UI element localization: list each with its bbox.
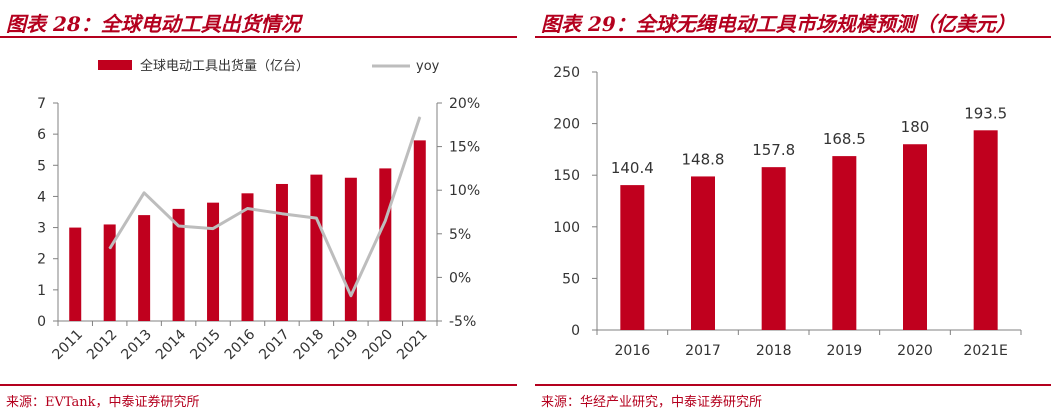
yoy-point [178, 225, 180, 227]
shipment-bar [207, 202, 220, 321]
market-size-bar [761, 167, 786, 330]
yoy-point [247, 208, 248, 210]
figure-29-source: 来源：华经产业研究，中泰证券研究所 [541, 395, 763, 410]
x-tick-label: 2019 [827, 343, 863, 359]
figure-29-panel: 图表 29：全球无绳电动工具市场规模预测（亿美元） 0 50 100 150 200 25… [535, 0, 1051, 414]
market-size-bar [903, 144, 927, 330]
shipment-bar [241, 193, 254, 321]
right-y-tick-label: 20% [449, 96, 480, 112]
shipment-bar [103, 224, 116, 321]
figure-29-header: 图表 29：全球无绳电动工具市场规模预测（亿美元） [535, 6, 1051, 38]
x-tick-label: 2011 [50, 327, 87, 364]
bar-value-label: 180 [901, 118, 930, 136]
x-tick-label: 2014 [153, 326, 190, 363]
yoy-point [384, 220, 386, 222]
yoy-point [315, 217, 317, 219]
x-tick-label: 2015 [187, 327, 224, 364]
shipments-chart: 全球电动工具出货量（亿台） yoy 0 1 2 3 4 5 6 7 -5% 0% 5% 10% 15% 20%… [37, 58, 480, 364]
shipment-bar [310, 174, 323, 321]
legend-line-label: yoy [416, 59, 440, 74]
left-y-tick-label: 5 [37, 158, 46, 174]
shipment-bar [172, 208, 185, 321]
y-tick-label: 150 [553, 168, 580, 184]
left-y-tick-label: 6 [37, 127, 46, 143]
cordless-market-chart: 0 50 100 150 200 250 2016 2017 2018 2019 2020 2021E… [553, 65, 1022, 359]
x-tick-label: 2021 [394, 327, 431, 364]
x-tick-label: 2020 [360, 327, 397, 364]
shipment-bar [138, 215, 151, 321]
legend-bar-swatch [98, 60, 132, 70]
shipment-bar [379, 168, 392, 321]
x-tick-label: 2016 [615, 343, 651, 359]
x-tick-label: 2018 [756, 343, 792, 359]
market-size-bar [832, 156, 857, 330]
shipment-bar [413, 140, 426, 321]
figure-28-footer: 来源：EVTank，中泰证券研究所 [0, 384, 517, 414]
x-tick-label: 2012 [84, 327, 121, 364]
right-y-tick-label: -5% [449, 314, 476, 330]
figure-28-title: 图表 28：全球电动工具出货情况 [6, 12, 301, 36]
figure-28-source: 来源：EVTank，中泰证券研究所 [6, 395, 200, 410]
bar-value-label: 193.5 [964, 104, 1007, 122]
left-y-tick-label: 0 [37, 314, 46, 330]
x-tick-label: 2017 [685, 343, 721, 359]
x-tick-label: 2019 [325, 327, 362, 364]
right-y-tick-label: 15% [449, 140, 480, 156]
market-size-bar [691, 176, 715, 330]
yoy-point [109, 248, 111, 250]
right-y-tick-label: 0% [449, 270, 471, 286]
yoy-point [143, 192, 145, 194]
x-tick-label: 2018 [291, 327, 328, 364]
x-tick-label: 2016 [222, 326, 259, 363]
left-y-tick-label: 4 [37, 189, 46, 205]
figure-29-title: 图表 29：全球无绳电动工具市场规模预测（亿美元） [541, 12, 1016, 36]
figure-29-footer: 来源：华经产业研究，中泰证券研究所 [535, 384, 1051, 414]
bar-value-label: 168.5 [823, 130, 866, 148]
yoy-point [419, 116, 421, 118]
shipment-bar [344, 177, 357, 321]
market-size-bar [620, 185, 645, 330]
left-y-tick-label: 1 [37, 283, 46, 299]
yoy-line [108, 116, 422, 298]
x-tick-label: 2013 [118, 327, 155, 364]
y-tick-label: 50 [562, 271, 580, 287]
yoy-point [212, 228, 214, 230]
yoy-point [350, 295, 352, 297]
left-y-tick-label: 3 [37, 221, 46, 237]
bar-value-label: 157.8 [752, 141, 795, 159]
y-tick-label: 100 [553, 220, 580, 236]
figure-28-panel: 图表 28：全球电动工具出货情况 全球电动工具出货量（亿台） yoy 0 1 2 3 4 5 6… [0, 0, 517, 414]
figure-28-header: 图表 28：全球电动工具出货情况 [0, 6, 517, 38]
bar-value-label: 140.4 [611, 159, 654, 177]
left-y-tick-label: 2 [37, 252, 46, 268]
x-tick-label: 2017 [256, 327, 293, 364]
shipment-bar [69, 227, 82, 321]
bar-value-label: 148.8 [682, 150, 725, 168]
yoy-point [281, 213, 283, 215]
y-tick-label: 250 [553, 65, 580, 81]
left-y-tick-label: 7 [37, 96, 46, 112]
y-tick-label: 200 [553, 117, 580, 133]
market-size-bar [973, 130, 998, 330]
legend-bar-label: 全球电动工具出货量（亿台） [140, 58, 309, 74]
x-tick-label: 2020 [897, 343, 933, 359]
x-tick-label: 2021E [963, 343, 1007, 359]
right-y-tick-label: 5% [449, 227, 471, 243]
y-tick-label: 0 [571, 323, 580, 339]
shipment-bar [275, 183, 288, 321]
right-y-tick-label: 10% [449, 183, 480, 199]
